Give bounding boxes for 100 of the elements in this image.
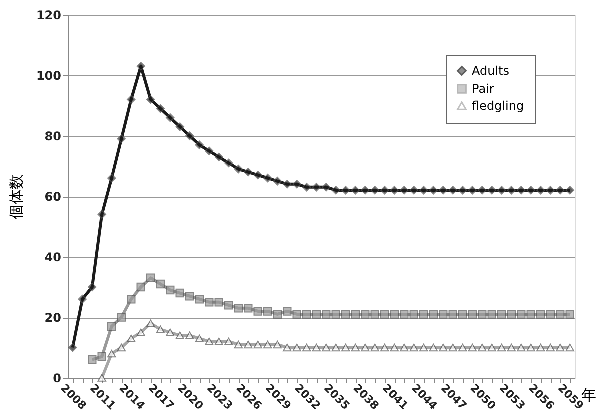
legend-label: Adults bbox=[472, 64, 510, 78]
point bbox=[507, 310, 516, 319]
point bbox=[390, 186, 399, 195]
point bbox=[546, 186, 555, 195]
point bbox=[429, 310, 438, 319]
point bbox=[156, 104, 165, 114]
point bbox=[205, 298, 214, 307]
legend-label: Pair bbox=[472, 82, 494, 96]
point bbox=[264, 174, 272, 183]
point bbox=[536, 186, 546, 195]
point bbox=[420, 310, 428, 319]
y-axis-title: 個体数 bbox=[7, 174, 26, 220]
point bbox=[410, 186, 418, 195]
point bbox=[254, 170, 262, 180]
point bbox=[108, 174, 116, 183]
point bbox=[526, 186, 536, 195]
point bbox=[186, 132, 194, 140]
y-tick-label: 120 bbox=[36, 8, 62, 22]
point bbox=[254, 307, 262, 316]
point bbox=[214, 152, 224, 162]
point bbox=[507, 186, 516, 195]
point bbox=[546, 310, 555, 319]
point bbox=[458, 310, 468, 319]
point bbox=[526, 310, 536, 319]
point bbox=[556, 310, 565, 319]
point bbox=[224, 301, 234, 310]
point bbox=[117, 134, 126, 144]
point bbox=[234, 164, 243, 174]
y-tick-label: 80 bbox=[44, 130, 62, 144]
point bbox=[400, 310, 409, 319]
point bbox=[214, 298, 224, 307]
y-tick-label: 60 bbox=[44, 190, 62, 204]
point bbox=[117, 313, 126, 322]
point bbox=[176, 288, 184, 298]
point bbox=[292, 310, 302, 319]
point bbox=[146, 274, 156, 283]
point bbox=[351, 186, 360, 195]
point bbox=[127, 294, 136, 304]
point bbox=[400, 186, 409, 195]
point bbox=[498, 310, 506, 319]
point bbox=[342, 310, 350, 319]
point bbox=[78, 294, 87, 304]
point bbox=[380, 310, 390, 319]
point bbox=[108, 322, 116, 331]
point bbox=[468, 310, 477, 319]
point bbox=[332, 310, 340, 319]
point bbox=[68, 343, 78, 352]
point bbox=[439, 310, 448, 319]
point bbox=[264, 307, 272, 316]
point bbox=[458, 186, 468, 195]
point bbox=[146, 95, 156, 104]
point bbox=[566, 310, 574, 319]
point bbox=[410, 310, 418, 319]
y-tick-label: 20 bbox=[44, 311, 62, 325]
point bbox=[136, 62, 146, 71]
point bbox=[370, 310, 380, 319]
point bbox=[439, 186, 448, 195]
point bbox=[88, 282, 97, 292]
legend-label: fledgling bbox=[472, 99, 524, 113]
point bbox=[166, 113, 175, 122]
point bbox=[517, 310, 526, 319]
point bbox=[88, 355, 97, 364]
point bbox=[205, 146, 214, 156]
point bbox=[488, 310, 496, 319]
point bbox=[488, 186, 496, 195]
point bbox=[186, 292, 194, 301]
point bbox=[312, 310, 321, 319]
point bbox=[166, 286, 175, 295]
point bbox=[380, 186, 390, 195]
point bbox=[176, 122, 184, 132]
point bbox=[224, 158, 234, 168]
point bbox=[292, 180, 302, 189]
point bbox=[195, 294, 204, 304]
point bbox=[498, 186, 506, 195]
point bbox=[478, 310, 487, 319]
point bbox=[566, 186, 574, 195]
point bbox=[448, 186, 458, 195]
point bbox=[283, 307, 292, 316]
point bbox=[98, 352, 106, 362]
point bbox=[420, 186, 428, 195]
point bbox=[332, 186, 340, 195]
point bbox=[517, 186, 526, 195]
point bbox=[556, 186, 565, 195]
point bbox=[322, 310, 331, 319]
point bbox=[361, 186, 370, 195]
y-tick-label: 0 bbox=[53, 372, 62, 386]
point bbox=[302, 183, 312, 192]
y-tick-label: 40 bbox=[44, 250, 62, 264]
point bbox=[273, 177, 282, 186]
point bbox=[429, 186, 438, 195]
point bbox=[273, 310, 282, 319]
point bbox=[478, 186, 487, 195]
point bbox=[351, 310, 360, 319]
point bbox=[244, 304, 253, 313]
point bbox=[234, 304, 243, 313]
point bbox=[302, 310, 312, 319]
point bbox=[361, 310, 370, 319]
point bbox=[536, 310, 546, 319]
point bbox=[244, 168, 253, 177]
point bbox=[283, 180, 292, 189]
